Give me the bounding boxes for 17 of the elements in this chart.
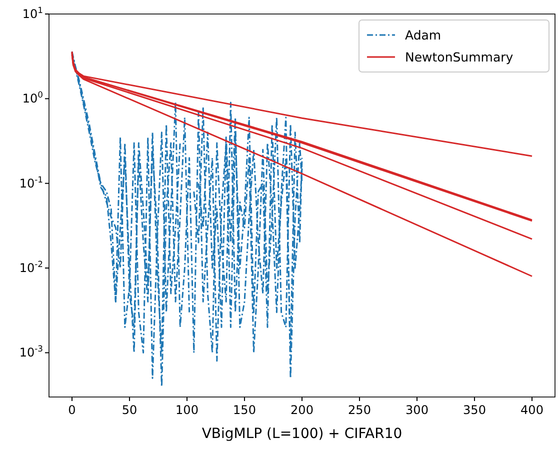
y-tick-label: 10$^{-2}$ (19, 259, 43, 276)
x-tick-label: 350 (463, 403, 486, 417)
y-tick-label: 10$^{-3}$ (19, 344, 43, 360)
y-tick-label: 10$^{-1}$ (19, 174, 43, 190)
x-tick-label: 50 (122, 403, 138, 417)
x-tick-label: 0 (68, 403, 76, 417)
y-tick-label: 10$^{0}$ (22, 90, 43, 106)
x-tick-label: 200 (290, 403, 314, 417)
x-tick-label: 150 (233, 403, 256, 417)
y-tick-label: 10$^{1}$ (22, 5, 43, 21)
x-tick-label: 100 (176, 403, 198, 417)
legend-label: NewtonSummary (405, 50, 514, 64)
legend-label: Adam (405, 28, 442, 42)
x-tick-label: 300 (406, 403, 428, 417)
x-tick-label: 250 (348, 403, 371, 417)
x-axis-title: VBigMLP (L=100) + CIFAR10 (202, 426, 402, 442)
x-tick-label: 400 (520, 403, 544, 417)
